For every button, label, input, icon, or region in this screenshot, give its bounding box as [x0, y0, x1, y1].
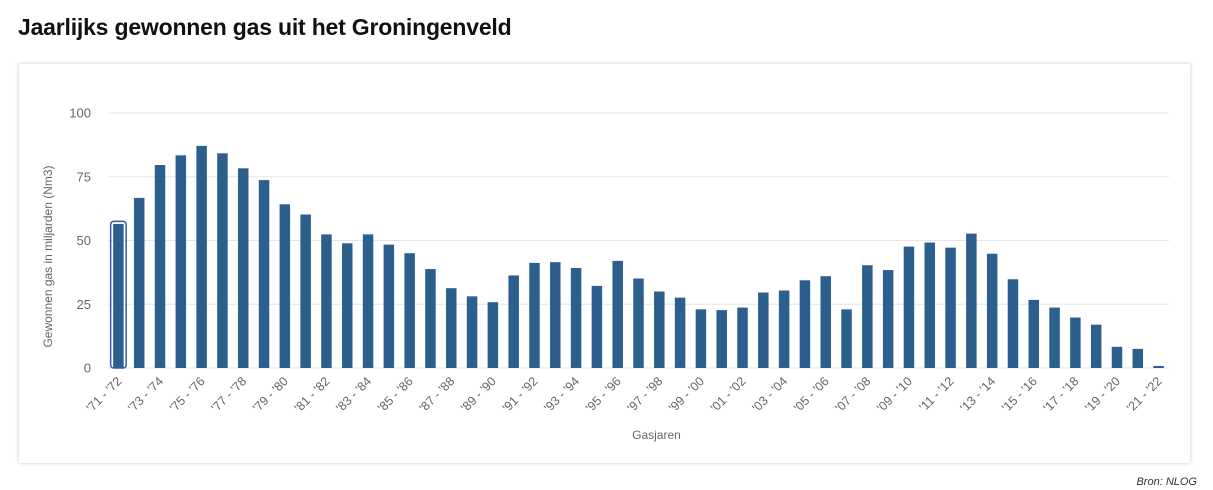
bar[interactable]: [446, 288, 457, 368]
bar[interactable]: [966, 233, 977, 368]
y-tick-label: 50: [77, 233, 91, 248]
x-tick-label: '01 - '02: [708, 374, 749, 415]
bar[interactable]: [154, 165, 166, 368]
x-tick-label: '83 - '84: [333, 374, 374, 415]
chart-title: Jaarlijks gewonnen gas uit het Groningen…: [18, 14, 512, 40]
source-note: Bron: NLOG: [1136, 476, 1197, 488]
x-tick-label: '71 - '72: [84, 374, 125, 415]
y-axis: 0 25 50 75 100: [69, 106, 91, 376]
x-tick-label: '03 - '04: [749, 374, 790, 415]
bar[interactable]: [570, 268, 582, 368]
bar[interactable]: [612, 260, 623, 368]
bar[interactable]: [258, 180, 270, 368]
bar[interactable]: [737, 307, 748, 368]
bar[interactable]: [1090, 324, 1102, 368]
bar[interactable]: [758, 292, 769, 368]
x-tick-label: '85 - '86: [375, 374, 416, 415]
x-tick-label: '87 - '88: [417, 374, 458, 415]
bar[interactable]: [300, 214, 311, 368]
x-tick-label: '05 - '06: [791, 374, 832, 415]
bar[interactable]: [550, 262, 561, 368]
bar[interactable]: [508, 275, 519, 368]
bar[interactable]: [591, 285, 603, 368]
x-tick-label: '79 - '80: [250, 374, 291, 415]
y-tick-label: 75: [77, 169, 91, 184]
bar[interactable]: [716, 310, 727, 368]
bar[interactable]: [674, 297, 686, 368]
bar[interactable]: [133, 197, 145, 368]
bar[interactable]: [237, 168, 249, 368]
bar[interactable]: [217, 153, 228, 368]
bar[interactable]: [1028, 299, 1040, 368]
bar[interactable]: [466, 296, 478, 368]
bar[interactable]: [1111, 346, 1123, 368]
x-tick-label: '95 - '96: [583, 374, 624, 415]
bar[interactable]: [903, 246, 915, 368]
bar[interactable]: [321, 234, 332, 368]
bar[interactable]: [882, 270, 894, 368]
bar[interactable]: [1007, 279, 1019, 368]
x-tick-label: '13 - '14: [957, 374, 998, 415]
x-tick-label: '11 - '12: [917, 374, 957, 414]
y-tick-label: 25: [77, 297, 91, 312]
bar[interactable]: [924, 242, 936, 368]
bar[interactable]: [799, 280, 811, 368]
bar[interactable]: [425, 269, 436, 368]
x-tick-label: '17 - '18: [1041, 374, 1082, 415]
x-tick-label: '99 - '00: [666, 374, 707, 415]
bar[interactable]: [196, 145, 207, 368]
bar[interactable]: [695, 309, 707, 368]
chart-card: 0 25 50 75 100 '71 - '72'73 - '74'75 - '76'7…: [19, 64, 1190, 463]
x-tick-label: '19 - '20: [1082, 374, 1123, 415]
x-tick-label: '91 - '92: [500, 374, 541, 415]
bar[interactable]: [404, 253, 415, 368]
x-tick-label: '75 - '76: [167, 374, 208, 415]
x-tick-label: '15 - '16: [999, 374, 1040, 415]
x-tick-label: '93 - '94: [541, 374, 582, 415]
x-tick-label: '07 - '08: [833, 374, 874, 415]
bar[interactable]: [341, 243, 353, 368]
bar[interactable]: [778, 290, 790, 368]
bar[interactable]: [383, 244, 395, 368]
bars: [109, 145, 1164, 369]
bar[interactable]: [1132, 348, 1144, 368]
bar[interactable]: [529, 262, 540, 368]
bar[interactable]: [1153, 365, 1164, 368]
y-tick-label: 100: [69, 106, 91, 121]
x-tick-label: '97 - '98: [625, 374, 666, 415]
y-tick-label: 0: [84, 361, 91, 376]
bar[interactable]: [175, 155, 187, 368]
bar[interactable]: [862, 265, 873, 368]
bar[interactable]: [487, 302, 499, 368]
x-tick-label: '89 - '90: [458, 374, 499, 415]
x-axis-title: Gasjaren: [632, 428, 681, 442]
bar[interactable]: [654, 291, 665, 369]
x-tick-label: '21 - '22: [1124, 374, 1165, 415]
bar[interactable]: [945, 247, 956, 368]
bar[interactable]: [113, 223, 124, 368]
bar[interactable]: [841, 309, 852, 368]
bar-highlight-outline: [109, 220, 127, 369]
x-tick-label: '09 - '10: [874, 374, 915, 415]
bar[interactable]: [362, 234, 374, 368]
x-axis: '71 - '72'73 - '74'75 - '76'77 - '78'79 …: [84, 374, 1165, 415]
bar[interactable]: [1049, 307, 1060, 368]
x-tick-label: '81 - '82: [292, 374, 333, 415]
x-tick-label: '73 - '74: [125, 374, 166, 415]
bar[interactable]: [820, 276, 831, 368]
bar[interactable]: [633, 278, 644, 368]
bar[interactable]: [279, 204, 291, 368]
y-axis-title: Gewonnen gas in miljarden (Nm3): [41, 165, 55, 347]
bar[interactable]: [1070, 317, 1081, 368]
x-tick-label: '77 - '78: [209, 374, 250, 415]
bar[interactable]: [986, 253, 998, 368]
